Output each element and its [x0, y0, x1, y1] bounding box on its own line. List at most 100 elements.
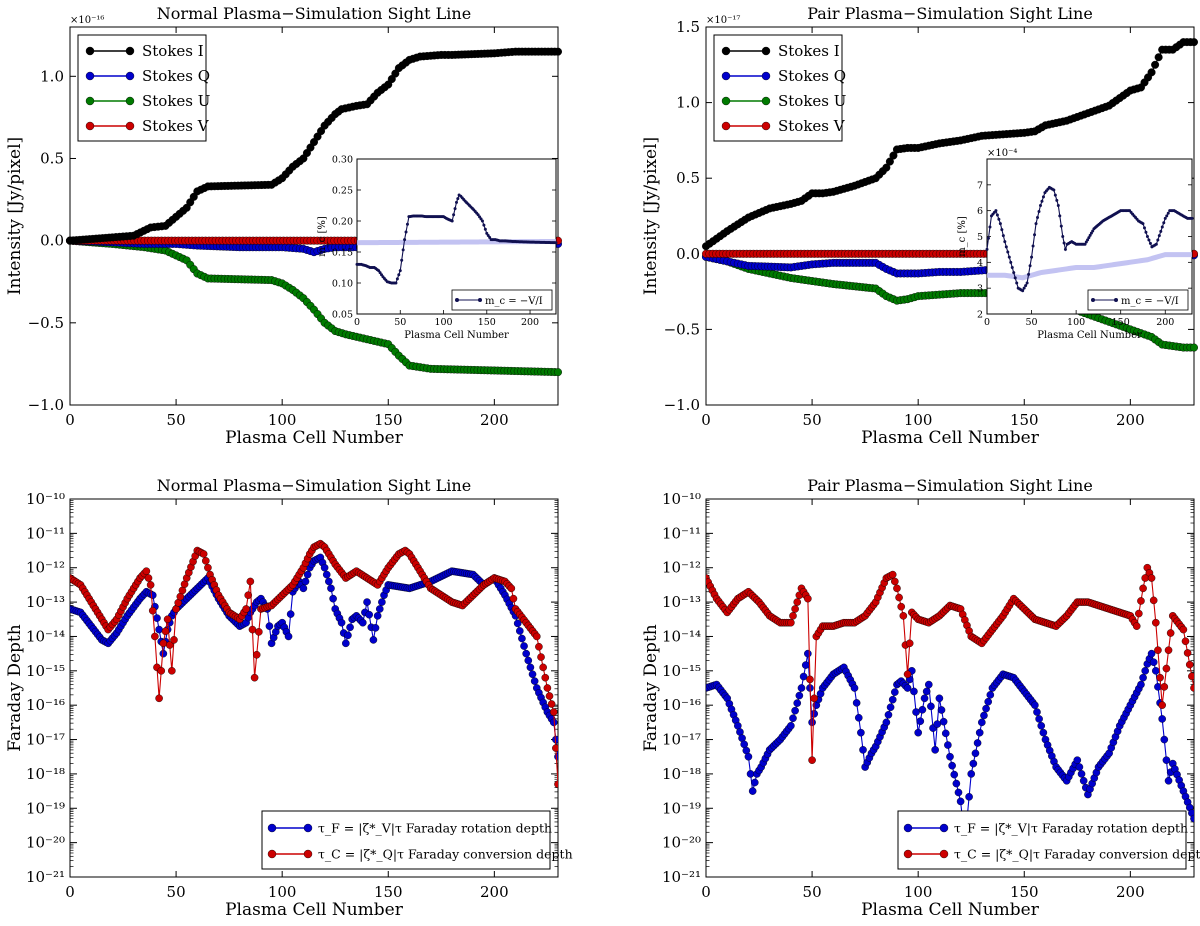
data-point	[157, 667, 166, 675]
legend-marker	[267, 849, 277, 859]
data-point	[946, 752, 954, 761]
inset-data-point	[1012, 271, 1016, 275]
inset-data-point	[1156, 238, 1160, 242]
inset-y-axis-label: m_c [%]	[957, 216, 968, 257]
inset-data-point	[1159, 229, 1163, 233]
data-point	[554, 752, 558, 761]
y-multiplier: ×10⁻¹⁶	[70, 15, 104, 26]
inset-data-point	[1000, 228, 1004, 232]
inset-data-point	[1055, 198, 1059, 202]
legend-label: τ_F = |ζ*_V|τ Faraday rotation depth	[318, 821, 552, 836]
data-point	[554, 780, 558, 789]
inset-frame	[356, 158, 557, 315]
inset-data-point	[1091, 229, 1095, 233]
data-point	[541, 673, 550, 682]
data-point	[939, 717, 948, 726]
y-tick-label: 10⁻¹⁵	[26, 662, 65, 680]
inset-x-tick-label: 100	[1067, 317, 1085, 328]
inset-data-point	[453, 207, 457, 211]
data-point	[1162, 756, 1171, 764]
inset-data-point	[480, 219, 484, 223]
legend-marker	[721, 71, 731, 81]
y-tick-label: 1.0	[40, 67, 64, 85]
data-point	[984, 697, 992, 706]
data-point	[255, 628, 263, 636]
y-tick-label: 10⁻¹⁶	[26, 696, 65, 714]
plot-area	[70, 539, 558, 789]
data-point	[924, 680, 933, 689]
chart-title: Pair Plasma−Simulation Sight Line	[807, 4, 1093, 23]
data-point	[973, 739, 982, 747]
inset-data-point	[1145, 235, 1149, 238]
legend-marker	[761, 71, 771, 81]
inset-data-point	[394, 281, 398, 285]
legend-box	[897, 810, 1187, 870]
legend-label: Stokes I	[142, 42, 204, 60]
y-tick-label: 10⁻¹⁰	[26, 490, 65, 508]
panel-2: Pair Plasma−Simulation Sight Line Plasma …	[641, 4, 1198, 448]
data-point	[950, 770, 959, 779]
data-point	[787, 618, 795, 627]
legend-marker	[761, 46, 771, 56]
inset-data-point	[1147, 238, 1151, 242]
data-point	[1135, 609, 1143, 618]
data-point	[554, 368, 563, 377]
x-axis-label: Plasma Cell Number	[225, 900, 404, 920]
inset-data-point	[1061, 235, 1065, 238]
data-point	[530, 677, 539, 685]
data-point	[301, 577, 310, 586]
data-point	[532, 632, 541, 641]
inset-legend-marker	[478, 298, 482, 302]
data-point	[1033, 708, 1041, 716]
data-point	[978, 718, 986, 727]
y-tick-label: −0.5	[664, 320, 700, 338]
x-tick-label: 0	[701, 411, 711, 429]
inset-data-point	[1084, 240, 1088, 244]
y-tick-label: −1.0	[28, 396, 64, 414]
data-point	[1156, 673, 1164, 682]
legend-marker	[903, 849, 913, 859]
data-point	[1158, 715, 1166, 723]
y-axis-label: Faraday Depth	[5, 624, 25, 751]
y-multiplier: ×10⁻¹⁷	[706, 15, 740, 26]
data-point	[793, 699, 802, 707]
data-point	[971, 749, 980, 758]
inset-data-point	[1062, 241, 1066, 245]
inset-data-point	[1007, 255, 1011, 259]
inset-x-tick-label: 150	[478, 317, 496, 328]
data-point	[882, 163, 891, 172]
data-point	[365, 610, 373, 619]
x-tick-label: 50	[167, 411, 186, 429]
data-point	[852, 699, 861, 707]
x-tick-label: 100	[904, 883, 933, 901]
data-point	[522, 649, 530, 658]
data-point	[1154, 646, 1162, 655]
data-point	[801, 661, 810, 669]
legend-marker	[267, 823, 277, 833]
inset-panel: 2 3 4 5 6 7 0 50 100 150 200 Plasma Cell Number m_c …	[957, 148, 1194, 341]
y-tick-label: 10⁻²¹	[26, 868, 65, 886]
data-point	[787, 722, 795, 730]
data-point	[905, 639, 914, 648]
chart-title: Pair Plasma−Simulation Sight Line	[807, 476, 1093, 495]
data-point	[806, 675, 814, 684]
inset-x-axis-label: Plasma Cell Number	[404, 330, 509, 341]
legend-label: τ_F = |ζ*_V|τ Faraday rotation depth	[954, 821, 1188, 836]
inset-y-tick-label: 7	[977, 180, 983, 191]
legend-marker	[85, 71, 95, 81]
legend-box	[713, 34, 843, 142]
data-point	[969, 759, 978, 768]
inset-y-tick-label: 4	[977, 258, 983, 269]
y-tick-label: −1.0	[664, 396, 700, 414]
inset-data-point	[1053, 193, 1057, 197]
legend-marker	[303, 849, 313, 859]
data-point	[1164, 646, 1173, 655]
data-point	[537, 653, 545, 661]
data-point	[199, 550, 208, 558]
data-point	[363, 598, 371, 606]
inset-data-point	[1025, 281, 1029, 285]
data-point	[144, 574, 153, 582]
data-point	[751, 778, 759, 787]
data-point	[168, 667, 176, 675]
